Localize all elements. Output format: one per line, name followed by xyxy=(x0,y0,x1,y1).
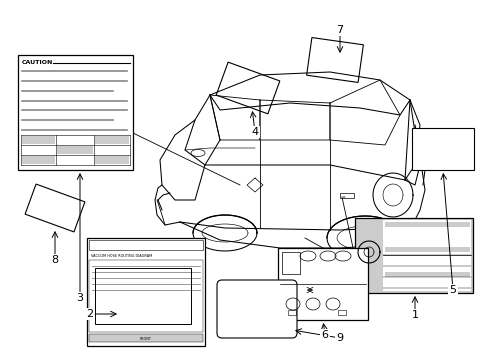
Text: 2: 2 xyxy=(86,309,93,319)
Text: 5: 5 xyxy=(448,285,456,295)
Bar xyxy=(18,55,133,170)
FancyBboxPatch shape xyxy=(217,280,296,338)
Text: CAUTION: CAUTION xyxy=(22,60,53,65)
Text: VACUUM HOSE ROUTING DIAGRAM: VACUUM HOSE ROUTING DIAGRAM xyxy=(91,254,152,258)
Bar xyxy=(384,235,469,240)
Text: o: o xyxy=(342,195,345,199)
Text: 7: 7 xyxy=(336,25,343,35)
Bar xyxy=(57,146,93,154)
Bar xyxy=(95,156,129,164)
Text: 1: 1 xyxy=(411,310,418,320)
Bar xyxy=(278,248,367,320)
Bar xyxy=(22,156,55,164)
Bar xyxy=(384,273,469,278)
Bar xyxy=(89,260,203,332)
Bar xyxy=(384,247,469,252)
Bar xyxy=(354,218,472,293)
Bar xyxy=(337,310,346,315)
Text: 8: 8 xyxy=(51,255,59,265)
Bar xyxy=(95,268,191,324)
Bar xyxy=(287,310,295,315)
Bar xyxy=(384,285,469,290)
Bar xyxy=(89,334,203,342)
Bar xyxy=(339,193,353,198)
Bar xyxy=(22,136,55,144)
Bar xyxy=(384,260,469,265)
Bar xyxy=(382,220,470,291)
Text: 9: 9 xyxy=(336,333,343,343)
Bar xyxy=(411,128,473,170)
Bar xyxy=(87,238,204,346)
Bar xyxy=(384,222,469,227)
Bar xyxy=(95,136,129,144)
Text: 4: 4 xyxy=(251,127,258,137)
Bar xyxy=(89,240,203,250)
Text: 3: 3 xyxy=(76,293,83,303)
Text: FRONT: FRONT xyxy=(140,337,152,341)
Text: 6: 6 xyxy=(321,330,328,340)
Bar xyxy=(282,252,299,274)
